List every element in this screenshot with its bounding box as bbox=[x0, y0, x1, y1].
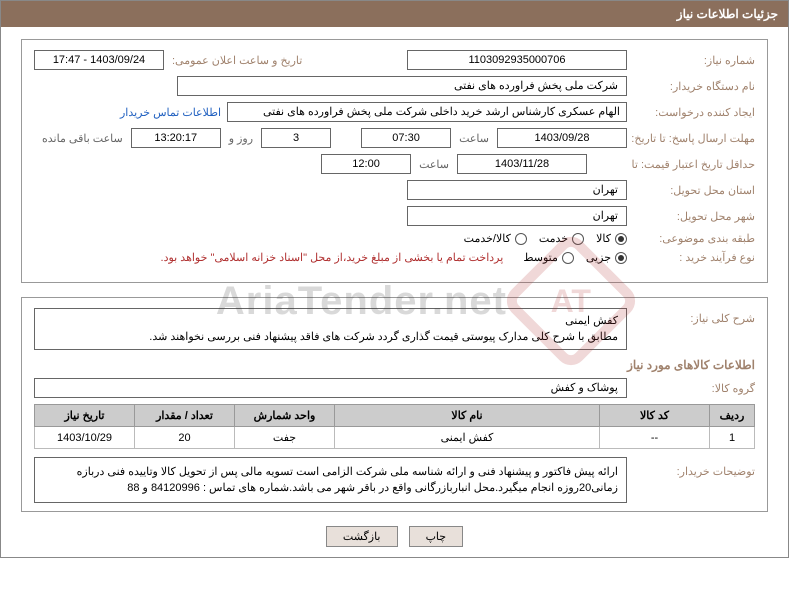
radio-medium-dot bbox=[562, 252, 574, 264]
deadline-time: 07:30 bbox=[361, 128, 451, 148]
th-code: کد کالا bbox=[600, 405, 710, 427]
radio-partial-label: جزیی bbox=[586, 251, 611, 264]
group-label: گروه کالا: bbox=[635, 382, 755, 395]
radio-goods-dot bbox=[615, 233, 627, 245]
radio-medium[interactable]: متوسط bbox=[523, 251, 574, 264]
cell-qty: 20 bbox=[135, 427, 235, 449]
category-radio-group: کالا خدمت کالا/خدمت bbox=[464, 232, 627, 245]
min-valid-time: 12:00 bbox=[321, 154, 411, 174]
days-and-label: روز و bbox=[229, 132, 253, 145]
remain-label: ساعت باقی مانده bbox=[42, 132, 123, 145]
group-value: پوشاک و کفش bbox=[34, 378, 627, 398]
table-header-row: ردیف کد کالا نام کالا واحد شمارش تعداد /… bbox=[35, 405, 755, 427]
radio-partial[interactable]: جزیی bbox=[586, 251, 627, 264]
city-value: تهران bbox=[407, 206, 627, 226]
button-row: چاپ بازگشت bbox=[1, 520, 788, 557]
back-button[interactable]: بازگشت bbox=[326, 526, 398, 547]
buyer-org-value: شرکت ملی پخش فراورده های نفتی bbox=[177, 76, 627, 96]
radio-both-dot bbox=[515, 233, 527, 245]
print-button[interactable]: چاپ bbox=[409, 526, 464, 547]
details-panel: شرح کلی نیاز: کفش ایمنی مطابق با شرح کلی… bbox=[21, 297, 768, 512]
radio-medium-label: متوسط bbox=[523, 251, 558, 264]
radio-both[interactable]: کالا/خدمت bbox=[464, 232, 527, 245]
announce-value: 1403/09/24 - 17:47 bbox=[34, 50, 164, 70]
requester-label: ایجاد کننده درخواست: bbox=[635, 106, 755, 119]
radio-service-label: خدمت bbox=[539, 232, 568, 245]
radio-service-dot bbox=[572, 233, 584, 245]
payment-note: پرداخت تمام یا بخشی از مبلغ خرید،از محل … bbox=[161, 251, 504, 264]
th-qty: تعداد / مقدار bbox=[135, 405, 235, 427]
desc-label: شرح کلی نیاز: bbox=[635, 308, 755, 325]
page-title-bar: جزئیات اطلاعات نیاز bbox=[1, 1, 788, 27]
goods-info-head: اطلاعات کالاهای مورد نیاز bbox=[34, 358, 755, 372]
th-unit: واحد شمارش bbox=[235, 405, 335, 427]
th-name: نام کالا bbox=[335, 405, 600, 427]
th-row: ردیف bbox=[710, 405, 755, 427]
contact-buyer-link[interactable]: اطلاعات تماس خریدار bbox=[120, 106, 221, 119]
cell-code: -- bbox=[600, 427, 710, 449]
goods-table: ردیف کد کالا نام کالا واحد شمارش تعداد /… bbox=[34, 404, 755, 449]
remain-days: 3 bbox=[261, 128, 331, 148]
need-no-label: شماره نیاز: bbox=[635, 54, 755, 67]
min-valid-date: 1403/11/28 bbox=[457, 154, 587, 174]
hour-label-2: ساعت bbox=[419, 158, 449, 171]
cell-date: 1403/10/29 bbox=[35, 427, 135, 449]
cell-row: 1 bbox=[710, 427, 755, 449]
announce-label: تاریخ و ساعت اعلان عمومی: bbox=[172, 54, 302, 67]
cell-unit: جفت bbox=[235, 427, 335, 449]
process-radio-group: جزیی متوسط bbox=[523, 251, 627, 264]
buyer-org-label: نام دستگاه خریدار: bbox=[635, 80, 755, 93]
main-panel: شماره نیاز: 1103092935000706 تاریخ و ساع… bbox=[21, 39, 768, 283]
category-label: طبقه بندی موضوعی: bbox=[635, 232, 755, 245]
deadline-label: مهلت ارسال پاسخ: تا تاریخ: bbox=[635, 132, 755, 145]
radio-goods[interactable]: کالا bbox=[596, 232, 627, 245]
province-label: استان محل تحویل: bbox=[635, 184, 755, 197]
min-valid-label: حداقل تاریخ اعتبار قیمت: تا bbox=[595, 158, 755, 171]
buyer-desc-label: توضیحات خریدار: bbox=[635, 457, 755, 478]
process-label: نوع فرآیند خرید : bbox=[635, 251, 755, 264]
city-label: شهر محل تحویل: bbox=[635, 210, 755, 223]
radio-goods-label: کالا bbox=[596, 232, 611, 245]
buyer-desc-text: ارائه پیش فاکتور و پیشنهاد فنی و ارائه ش… bbox=[34, 457, 627, 503]
cell-name: کفش ایمنی bbox=[335, 427, 600, 449]
radio-service[interactable]: خدمت bbox=[539, 232, 584, 245]
page-title: جزئیات اطلاعات نیاز bbox=[677, 7, 778, 21]
desc-text: کفش ایمنی مطابق با شرح کلی مدارک پیوستی … bbox=[34, 308, 627, 350]
province-value: تهران bbox=[407, 180, 627, 200]
radio-both-label: کالا/خدمت bbox=[464, 232, 511, 245]
th-date: تاریخ نیاز bbox=[35, 405, 135, 427]
need-no-value: 1103092935000706 bbox=[407, 50, 627, 70]
table-row: 1 -- کفش ایمنی جفت 20 1403/10/29 bbox=[35, 427, 755, 449]
remain-time: 13:20:17 bbox=[131, 128, 221, 148]
deadline-date: 1403/09/28 bbox=[497, 128, 627, 148]
radio-partial-dot bbox=[615, 252, 627, 264]
requester-value: الهام عسکری کارشناس ارشد خرید داخلی شرکت… bbox=[227, 102, 627, 122]
hour-label-1: ساعت bbox=[459, 132, 489, 145]
